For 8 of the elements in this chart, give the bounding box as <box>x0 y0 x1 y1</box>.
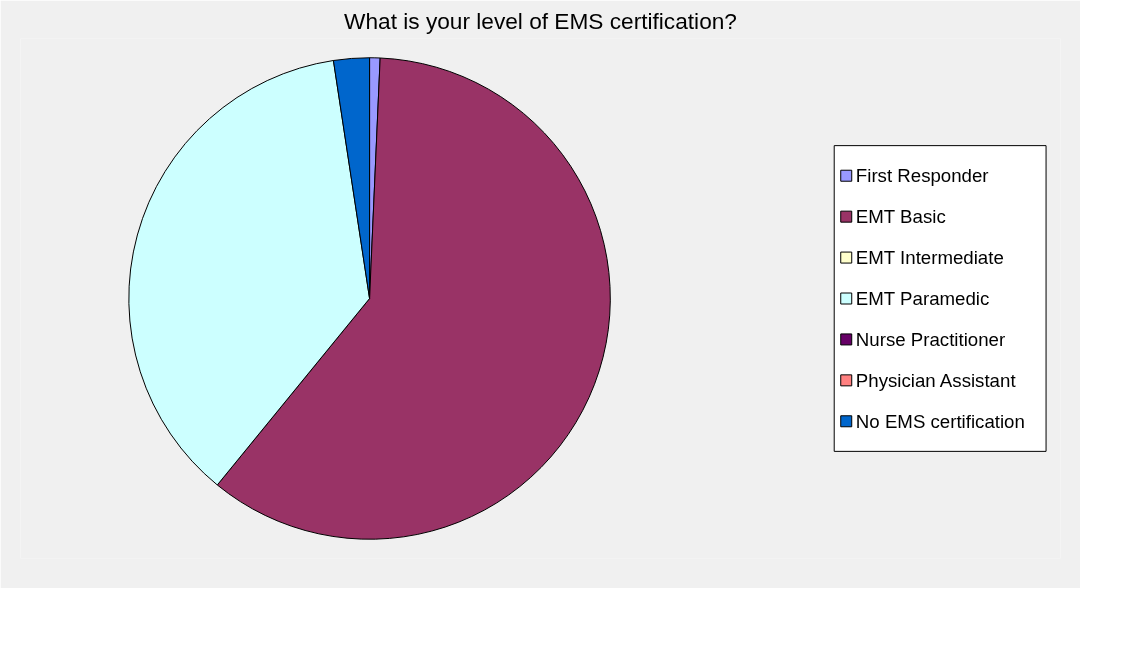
chart-title: What is your level of EMS certification? <box>344 7 737 34</box>
legend-label: EMT Intermediate <box>855 247 1004 269</box>
legend-label: EMT Basic <box>855 206 946 228</box>
legend-label: First Responder <box>855 165 989 187</box>
legend-label: No EMS certification <box>855 410 1025 432</box>
legend-label: Nurse Practitioner <box>855 328 1006 350</box>
legend-label: EMT Paramedic <box>855 288 990 309</box>
legend-label: Physician Assistant <box>855 369 1017 391</box>
